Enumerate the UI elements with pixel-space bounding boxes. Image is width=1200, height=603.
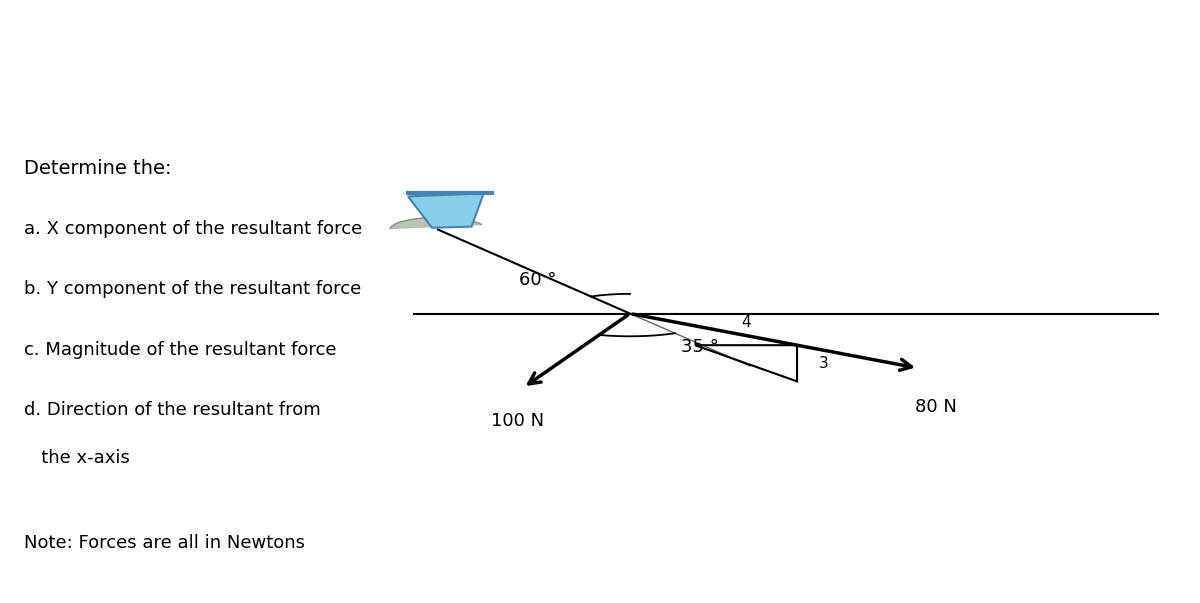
Text: 35 °: 35 ° (680, 338, 719, 356)
Text: the x-axis: the x-axis (24, 449, 130, 467)
Text: 3: 3 (818, 356, 828, 371)
Text: 100 N: 100 N (491, 412, 544, 430)
Text: d. Direction of the resultant from: d. Direction of the resultant from (24, 401, 320, 419)
Polygon shape (390, 218, 481, 229)
Text: b. Y component of the resultant force: b. Y component of the resultant force (24, 280, 361, 298)
Polygon shape (408, 194, 484, 228)
Text: Note: Forces are all in Newtons: Note: Forces are all in Newtons (24, 534, 305, 552)
Text: 60 °: 60 ° (520, 271, 557, 289)
Text: 80 N: 80 N (916, 398, 956, 416)
Text: 4: 4 (742, 315, 751, 330)
Text: Determine the:: Determine the: (24, 159, 172, 178)
Text: a. X component of the resultant force: a. X component of the resultant force (24, 220, 362, 238)
Text: c. Magnitude of the resultant force: c. Magnitude of the resultant force (24, 341, 336, 359)
